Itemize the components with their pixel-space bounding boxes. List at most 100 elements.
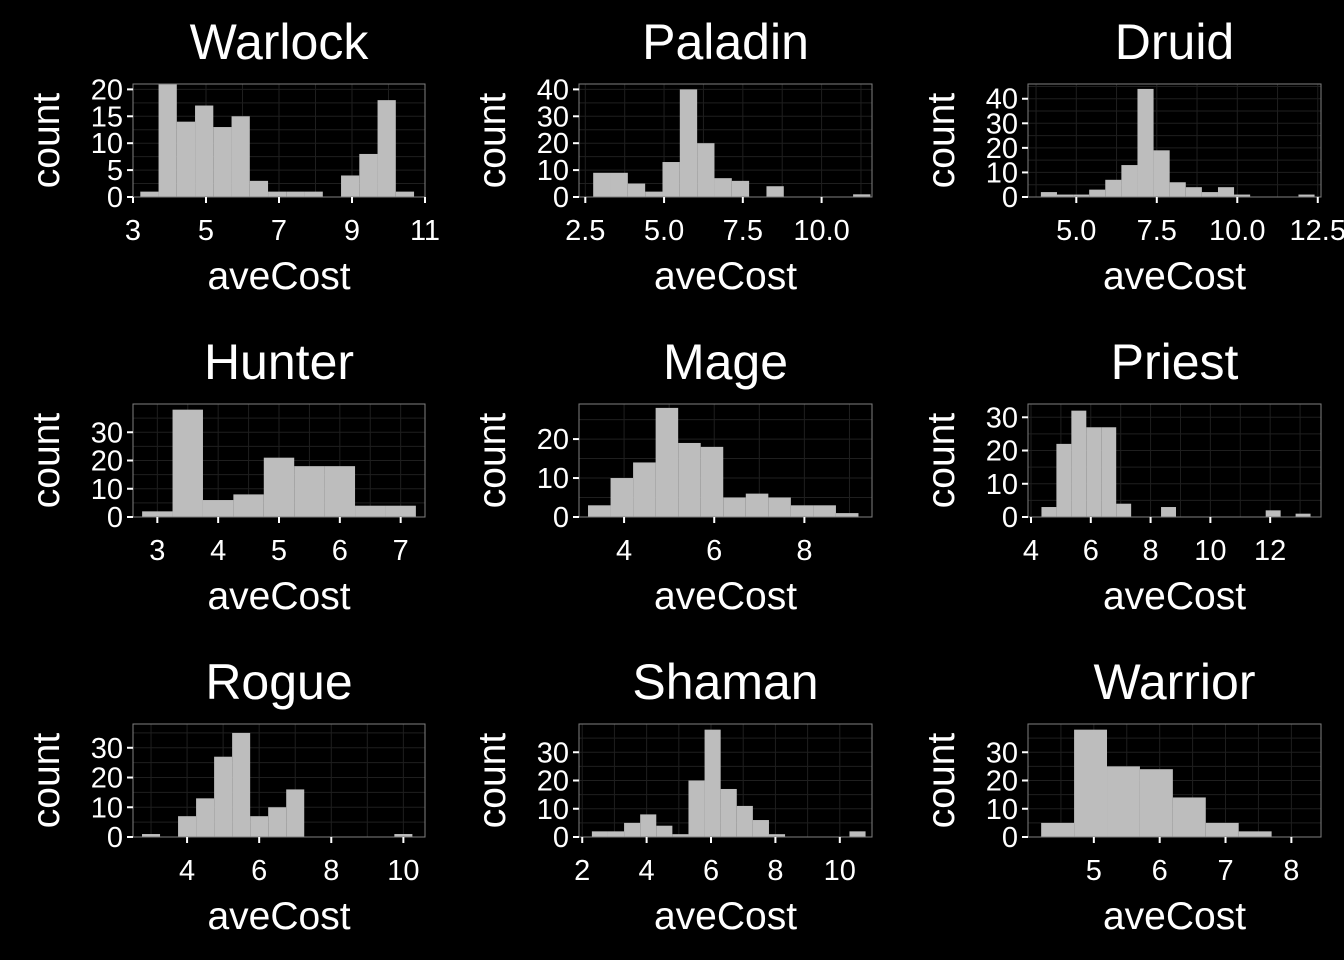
y-tick-label: 10 [537, 463, 569, 495]
x-tick-label: 6 [332, 535, 348, 567]
y-tick-label: 10 [537, 794, 569, 826]
x-tick-label: 11 [410, 215, 440, 247]
histogram-bar [304, 191, 323, 197]
histogram-bar [158, 84, 177, 197]
y-axis-label: count [25, 413, 68, 509]
y-tick-label: 0 [553, 182, 569, 214]
histogram-bar [1205, 822, 1239, 837]
histogram-bar [624, 822, 641, 837]
histogram-bar [731, 180, 750, 197]
y-tick-label: 10 [986, 794, 1018, 826]
x-tick-label: 10 [824, 855, 856, 887]
histogram-bar [1101, 427, 1117, 517]
histogram-bar [745, 493, 769, 517]
histogram-bar [655, 407, 679, 517]
histogram-bar [359, 153, 378, 197]
panel-border [578, 403, 873, 518]
histogram-bar [678, 442, 701, 517]
x-tick-label: 12.5 [1290, 215, 1344, 247]
histogram-bar [176, 121, 196, 197]
y-tick-label: 40 [986, 84, 1018, 116]
histogram-bar [1234, 194, 1251, 197]
histogram-bar [704, 729, 721, 837]
y-axis-label: count [920, 93, 963, 189]
x-tick-label: 2.5 [565, 215, 605, 247]
panel-title: Paladin [642, 14, 809, 70]
histogram-bar [1139, 769, 1173, 837]
y-tick-label: 30 [986, 402, 1018, 434]
histogram-bar [1295, 513, 1311, 517]
y-axis-label: count [25, 93, 68, 189]
x-tick-label: 5.0 [644, 215, 684, 247]
x-axis-label: aveCost [1103, 255, 1246, 298]
histogram-bar [142, 511, 173, 517]
histogram-bar [688, 780, 705, 837]
histogram-bar [849, 831, 866, 837]
histogram-bar [324, 466, 356, 517]
panel-title: Hunter [204, 334, 354, 390]
histogram-bar [853, 194, 871, 197]
x-tick-label: 6 [1083, 535, 1099, 567]
histogram-bar [1056, 443, 1072, 517]
histogram-bar [233, 494, 264, 517]
x-axis-label: aveCost [654, 575, 797, 618]
x-tick-label: 6 [251, 855, 267, 887]
x-axis-label: aveCost [654, 895, 797, 938]
histogram-bar [672, 834, 689, 837]
histogram-bar [268, 191, 287, 197]
histogram-bar [196, 798, 215, 837]
histogram-bar [263, 457, 295, 517]
y-axis-label: count [471, 413, 514, 509]
x-tick-label: 10.0 [793, 215, 849, 247]
histogram-bar [640, 814, 657, 837]
histogram-bar [250, 816, 269, 837]
x-tick-label: 8 [796, 535, 812, 567]
y-tick-label: 10 [986, 157, 1018, 189]
histogram-bar [268, 807, 287, 837]
y-tick-label: 30 [91, 733, 123, 765]
panel-border [132, 723, 426, 838]
histogram-bar [697, 143, 715, 197]
y-tick-label: 30 [986, 108, 1018, 140]
y-tick-label: 20 [537, 128, 569, 160]
histogram-bar [607, 831, 625, 837]
x-tick-label: 7.5 [1137, 215, 1177, 247]
histogram-bar [610, 478, 634, 517]
x-axis-label: aveCost [207, 575, 350, 618]
x-axis-label: aveCost [1103, 895, 1246, 938]
y-tick-label: 30 [537, 101, 569, 133]
histogram-bar [286, 191, 305, 197]
histogram-bar [385, 505, 416, 517]
panel-background [1028, 84, 1321, 197]
histogram-bar [1086, 427, 1102, 517]
panel-title: Priest [1111, 334, 1239, 390]
y-tick-label: 0 [1002, 822, 1018, 854]
x-tick-label: 2 [574, 855, 590, 887]
x-tick-label: 6 [1152, 855, 1168, 887]
histogram-bar [178, 816, 197, 837]
histogram-bar [1265, 510, 1281, 517]
histogram-bar [593, 172, 611, 197]
histogram-bar [1201, 192, 1218, 197]
histogram-bar [610, 172, 628, 197]
histogram-bar [1116, 503, 1132, 517]
histogram-bar [835, 513, 859, 517]
y-axis-label: count [471, 93, 514, 189]
histogram-bar [213, 127, 232, 197]
x-tick-label: 9 [344, 215, 360, 247]
y-tick-label: 0 [107, 502, 123, 534]
y-axis-label: count [920, 733, 963, 829]
y-axis-label: count [471, 733, 514, 829]
histogram-bar [1041, 822, 1075, 837]
y-tick-label: 30 [986, 737, 1018, 769]
histogram-bar [231, 116, 250, 197]
histogram-bar [790, 505, 814, 517]
histogram-bar [1056, 194, 1074, 197]
y-tick-label: 10 [537, 155, 569, 187]
x-tick-label: 8 [323, 855, 339, 887]
